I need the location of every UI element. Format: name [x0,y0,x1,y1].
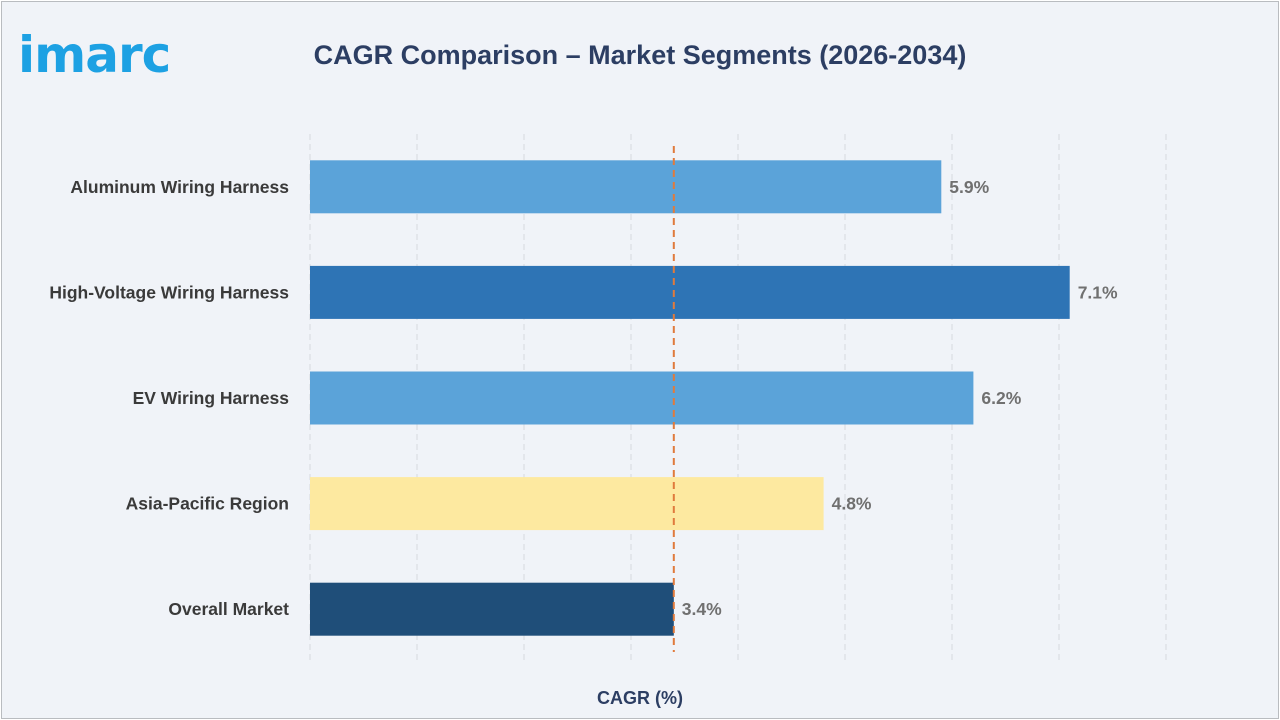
category-label: Asia-Pacific Region [126,494,289,514]
data-label: 7.1% [1078,282,1118,302]
data-label: 5.9% [949,177,989,197]
bar-aluminum-wiring-harness [310,160,942,214]
category-label: EV Wiring Harness [133,388,290,408]
category-label: Overall Market [168,599,289,619]
bar-high-voltage-wiring-harness [310,265,1070,319]
imarc-logo: imarc [18,26,171,84]
category-label: High-Voltage Wiring Harness [49,282,289,302]
category-label: Aluminum Wiring Harness [70,177,289,197]
data-label: 4.8% [832,494,872,514]
x-axis-label: CAGR (%) [597,688,683,708]
bar-asia-pacific-region [310,477,824,531]
data-label: 6.2% [981,388,1021,408]
chart-title: CAGR Comparison – Market Segments (2026-… [313,40,967,70]
bar-ev-wiring-harness [310,371,974,425]
bar-overall-market [310,582,674,636]
data-label: 3.4% [682,599,722,619]
